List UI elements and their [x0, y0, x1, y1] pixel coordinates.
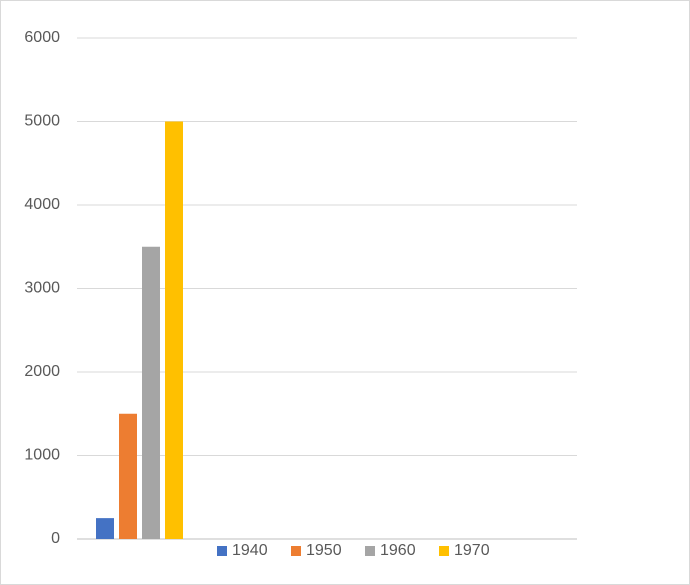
legend-label: 1970	[454, 542, 490, 559]
y-tick-label: 6000	[24, 29, 60, 46]
bar	[165, 121, 183, 539]
y-tick-label: 3000	[24, 280, 60, 297]
legend-label: 1960	[380, 542, 416, 559]
y-tick-label: 0	[51, 530, 60, 547]
y-tick-label: 2000	[24, 363, 60, 380]
bar	[96, 518, 114, 539]
bar	[142, 246, 160, 539]
y-tick-label: 1000	[24, 447, 60, 464]
legend-label: 1940	[232, 542, 268, 559]
y-tick-label: 4000	[24, 196, 60, 213]
legend-swatch	[365, 546, 375, 556]
legend-swatch	[217, 546, 227, 556]
legend-swatch	[439, 546, 449, 556]
legend-label: 1950	[306, 542, 342, 559]
legend-swatch	[291, 546, 301, 556]
y-tick-label: 5000	[24, 113, 60, 130]
bar	[119, 413, 137, 539]
